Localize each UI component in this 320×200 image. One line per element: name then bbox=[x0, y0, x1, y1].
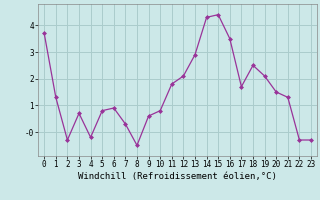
X-axis label: Windchill (Refroidissement éolien,°C): Windchill (Refroidissement éolien,°C) bbox=[78, 172, 277, 181]
